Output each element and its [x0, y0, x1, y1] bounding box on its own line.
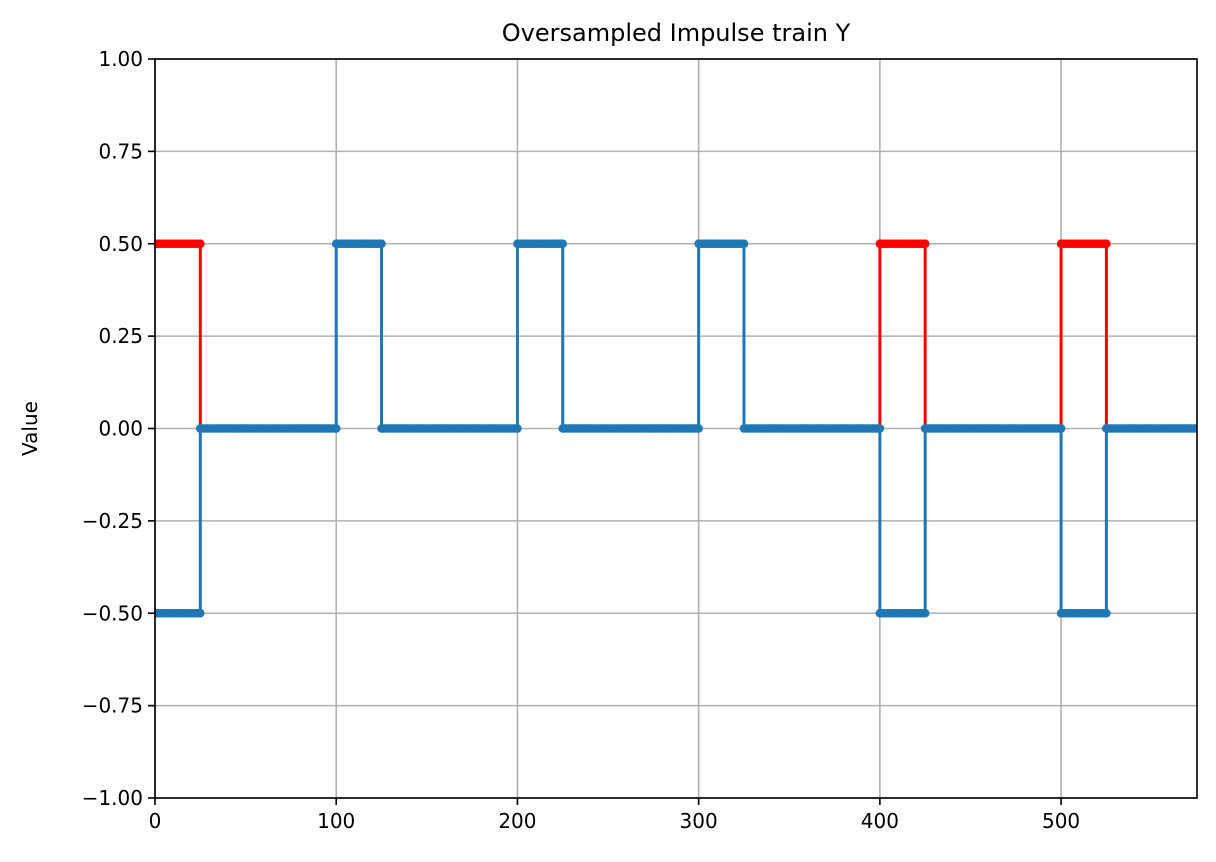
y-tick-label: 0.50 [98, 232, 143, 256]
series-marker [920, 424, 930, 433]
x-tick-label: 400 [861, 809, 899, 833]
series-marker [920, 609, 930, 618]
y-axis: 1.00 0.75 0.50 0.25 0.00 −0.25 −0.50 −0.75 −1.00 [82, 47, 155, 810]
y-tick-label: −1.00 [82, 786, 143, 810]
series-marker [1056, 424, 1066, 433]
x-axis: 0 100 200 300 400 500 [149, 798, 1080, 833]
series-marker [694, 424, 703, 433]
series-marker [377, 424, 386, 433]
series-marker [875, 609, 885, 618]
series-marker [332, 424, 341, 433]
x-tick-label: 0 [149, 809, 162, 833]
series-marker [155, 239, 160, 248]
y-tick-label: 0.75 [98, 139, 143, 163]
series-marker [196, 239, 205, 248]
series-marker [1102, 424, 1111, 433]
series-marker [155, 609, 160, 618]
series-marker [1192, 424, 1197, 433]
series-marker [920, 239, 930, 248]
series-marker [513, 239, 522, 248]
y-tick-label: −0.25 [82, 509, 143, 533]
x-tick-label: 500 [1042, 809, 1080, 833]
series-line [155, 242, 1197, 615]
y-tick-label: 0.25 [98, 324, 143, 348]
chart-title: Oversampled Impulse train Y [502, 19, 851, 47]
series-marker [1056, 239, 1066, 248]
series-marker [377, 239, 386, 248]
x-tick-label: 200 [498, 809, 536, 833]
y-axis-label: Value [18, 401, 42, 456]
series-marker [739, 239, 749, 248]
series-marker [558, 424, 567, 433]
series-marker [558, 239, 567, 248]
x-tick-label: 100 [317, 809, 355, 833]
series-1 [155, 239, 1197, 618]
y-tick-label: −0.50 [82, 601, 143, 625]
series-marker [196, 609, 205, 618]
series-marker [875, 239, 885, 248]
series-marker [513, 424, 522, 433]
series-marker [332, 239, 341, 248]
series-marker [694, 239, 703, 248]
series-marker [1102, 609, 1111, 618]
x-tick-label: 300 [680, 809, 718, 833]
series-marker [875, 424, 885, 433]
y-tick-label: 0.00 [98, 417, 143, 441]
series-marker [739, 424, 749, 433]
series-layer [155, 239, 1197, 618]
series-marker [196, 424, 205, 433]
series-0 [155, 239, 1111, 433]
series-marker [1056, 609, 1066, 618]
y-tick-label: −0.75 [82, 694, 143, 718]
y-tick-label: 1.00 [98, 47, 143, 71]
series-marker [1102, 239, 1111, 248]
